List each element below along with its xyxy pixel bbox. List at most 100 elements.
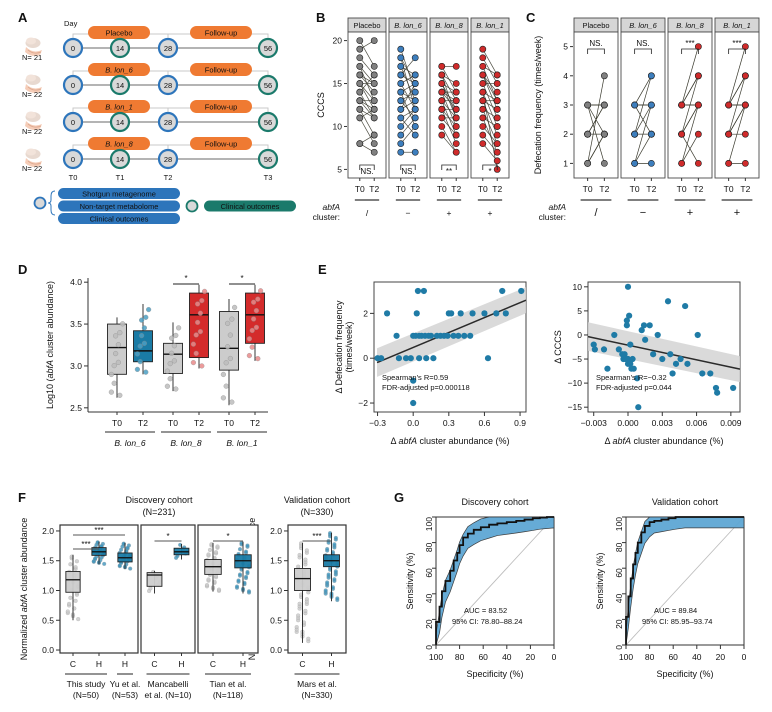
svg-text:0: 0: [552, 652, 557, 662]
svg-text:0.3: 0.3: [443, 418, 455, 428]
timepoint-node-t3: [257, 74, 279, 96]
svg-text:T0: T0: [437, 184, 447, 194]
svg-text:0: 0: [363, 353, 368, 363]
svg-text:T2: T2: [369, 184, 379, 194]
legend-label: Non-target metabolome: [80, 202, 159, 211]
svg-text:cluster:: cluster:: [313, 212, 340, 222]
svg-text:0.009: 0.009: [720, 418, 742, 428]
svg-text:***: ***: [732, 39, 741, 48]
svg-text:60: 60: [478, 652, 488, 662]
panel-c: C 1 2 3 4 5 Defecation frequency (times/week)…: [522, 0, 772, 250]
svg-text:B. lon_6: B. lon_6: [394, 21, 422, 30]
svg-text:−0.3: −0.3: [369, 418, 386, 428]
svg-text:20: 20: [526, 652, 536, 662]
day-value: 56: [264, 155, 272, 164]
svg-text:C: C: [70, 659, 76, 669]
svg-text:H: H: [328, 659, 334, 669]
timepoint-node-t2: [157, 37, 179, 59]
svg-text:2: 2: [363, 308, 368, 318]
legend-label: Clinical outcomes: [221, 202, 280, 211]
subject-icon: [25, 37, 42, 56]
treatment-label: B. lon_6: [105, 66, 133, 75]
svg-text:*: *: [240, 274, 243, 283]
svg-text:(N=330): (N=330): [301, 507, 334, 517]
row-n-label: N= 21: [22, 53, 42, 62]
svg-text:T0: T0: [478, 184, 488, 194]
svg-text:Sensitivity (%): Sensitivity (%): [595, 552, 605, 609]
panel-e: E −2 0 2 −0.3 0.0 0.3 0.6 0.9 Spearman's R=0.59 F…: [310, 252, 772, 487]
svg-text:0.0: 0.0: [407, 418, 419, 428]
svg-text:−0.003: −0.003: [581, 418, 608, 428]
svg-text:40: 40: [614, 594, 624, 604]
panel-a-label: A: [18, 10, 28, 25]
panel-e-label: E: [318, 262, 327, 277]
svg-text:H: H: [178, 659, 184, 669]
svg-text:This study: This study: [67, 679, 106, 689]
day-value: 56: [264, 81, 272, 90]
svg-text:Δ abfA cluster abundance (%): Δ abfA cluster abundance (%): [390, 436, 509, 446]
svg-text:Validation cohort: Validation cohort: [652, 497, 719, 507]
panel-f-label: F: [18, 490, 26, 505]
study-row-1: N= 21 Placebo Follow-up 0 14 28 56: [22, 26, 279, 62]
svg-text:−: −: [640, 207, 646, 219]
svg-text:60: 60: [668, 652, 678, 662]
timepoint-label-t2: T2: [164, 173, 173, 182]
svg-text:10: 10: [573, 282, 583, 292]
svg-text:−5: −5: [572, 354, 582, 364]
panel-d-chart: 2.5 3.0 3.5 4.0 Log10 (abfA cluster abundanc…: [45, 274, 268, 448]
treatment-pill: [88, 26, 150, 39]
timepoint-label-t0: T0: [69, 173, 78, 182]
svg-text:***: ***: [81, 540, 90, 549]
timepoint-node-t1: [109, 111, 131, 133]
panel-g: G 0 20 40 60 80 100 100 80 60 40 20 0 Specificity (%…: [390, 487, 772, 712]
svg-text:0: 0: [614, 645, 624, 650]
timepoint-node-t0: [62, 74, 84, 96]
panel-d-label: D: [18, 262, 28, 277]
svg-text:Normalized abfA cluster abunda: Normalized abfA cluster abundance: [19, 518, 29, 661]
svg-text:T0: T0: [224, 418, 234, 428]
svg-text:Spearman's R=−0.32: Spearman's R=−0.32: [596, 373, 667, 382]
svg-text:0.0: 0.0: [270, 645, 282, 655]
svg-text:Sensitivity (%): Sensitivity (%): [405, 552, 415, 609]
svg-text:5: 5: [577, 306, 582, 316]
subject-icon: [25, 74, 42, 93]
legend-label: Clinical outcomes: [90, 215, 149, 224]
svg-text:AUC = 83.52: AUC = 83.52: [464, 606, 507, 615]
svg-text:T2: T2: [250, 418, 260, 428]
panel-g-chart: 0 20 40 60 80 100 100 80 60 40 20 0 Specificity (%) S…: [405, 497, 747, 679]
svg-text:*: *: [226, 532, 229, 541]
panel-c-chart: 1 2 3 4 5 Defecation frequency (times/week) Pl…: [533, 17, 760, 222]
svg-text:(N=118): (N=118): [213, 690, 243, 700]
day-value: 28: [164, 118, 172, 127]
svg-text:Discovery cohort: Discovery cohort: [461, 497, 529, 507]
day-value: 28: [164, 44, 172, 53]
timepoint-node-t3: [257, 148, 279, 170]
svg-text:T0: T0: [112, 418, 122, 428]
subject-icon: [25, 148, 42, 167]
svg-text:40: 40: [692, 652, 702, 662]
legend-pill-blue: [58, 188, 180, 199]
day-value: 0: [71, 44, 75, 53]
panel-a-legend: Shotgun metagenome Non-target metabolome…: [33, 188, 296, 224]
timepoint-node-t3: [257, 111, 279, 133]
day-value: 28: [164, 155, 172, 164]
svg-text:cluster:: cluster:: [539, 212, 566, 222]
treatment-pill: [88, 63, 150, 76]
svg-text:1.0: 1.0: [42, 585, 54, 595]
svg-text:5: 5: [563, 42, 568, 52]
followup-pill: [190, 63, 252, 76]
svg-text:15: 15: [333, 79, 343, 89]
svg-text:5: 5: [337, 164, 342, 174]
study-row-3: N= 22 B. lon_1 Follow-up 0 14 28 56: [22, 100, 279, 136]
svg-text:H: H: [122, 659, 128, 669]
svg-text:3: 3: [563, 100, 568, 110]
treatment-label: Placebo: [105, 29, 132, 38]
svg-text:−: −: [406, 208, 411, 218]
followup-label: Follow-up: [205, 29, 238, 38]
svg-text:*: *: [184, 274, 187, 283]
svg-text:60: 60: [614, 568, 624, 578]
svg-text:B. lon_8: B. lon_8: [676, 21, 704, 30]
svg-text:95% CI: 78.80–88.24: 95% CI: 78.80–88.24: [452, 617, 522, 626]
svg-text:T0: T0: [677, 184, 687, 194]
svg-text:0.003: 0.003: [652, 418, 674, 428]
